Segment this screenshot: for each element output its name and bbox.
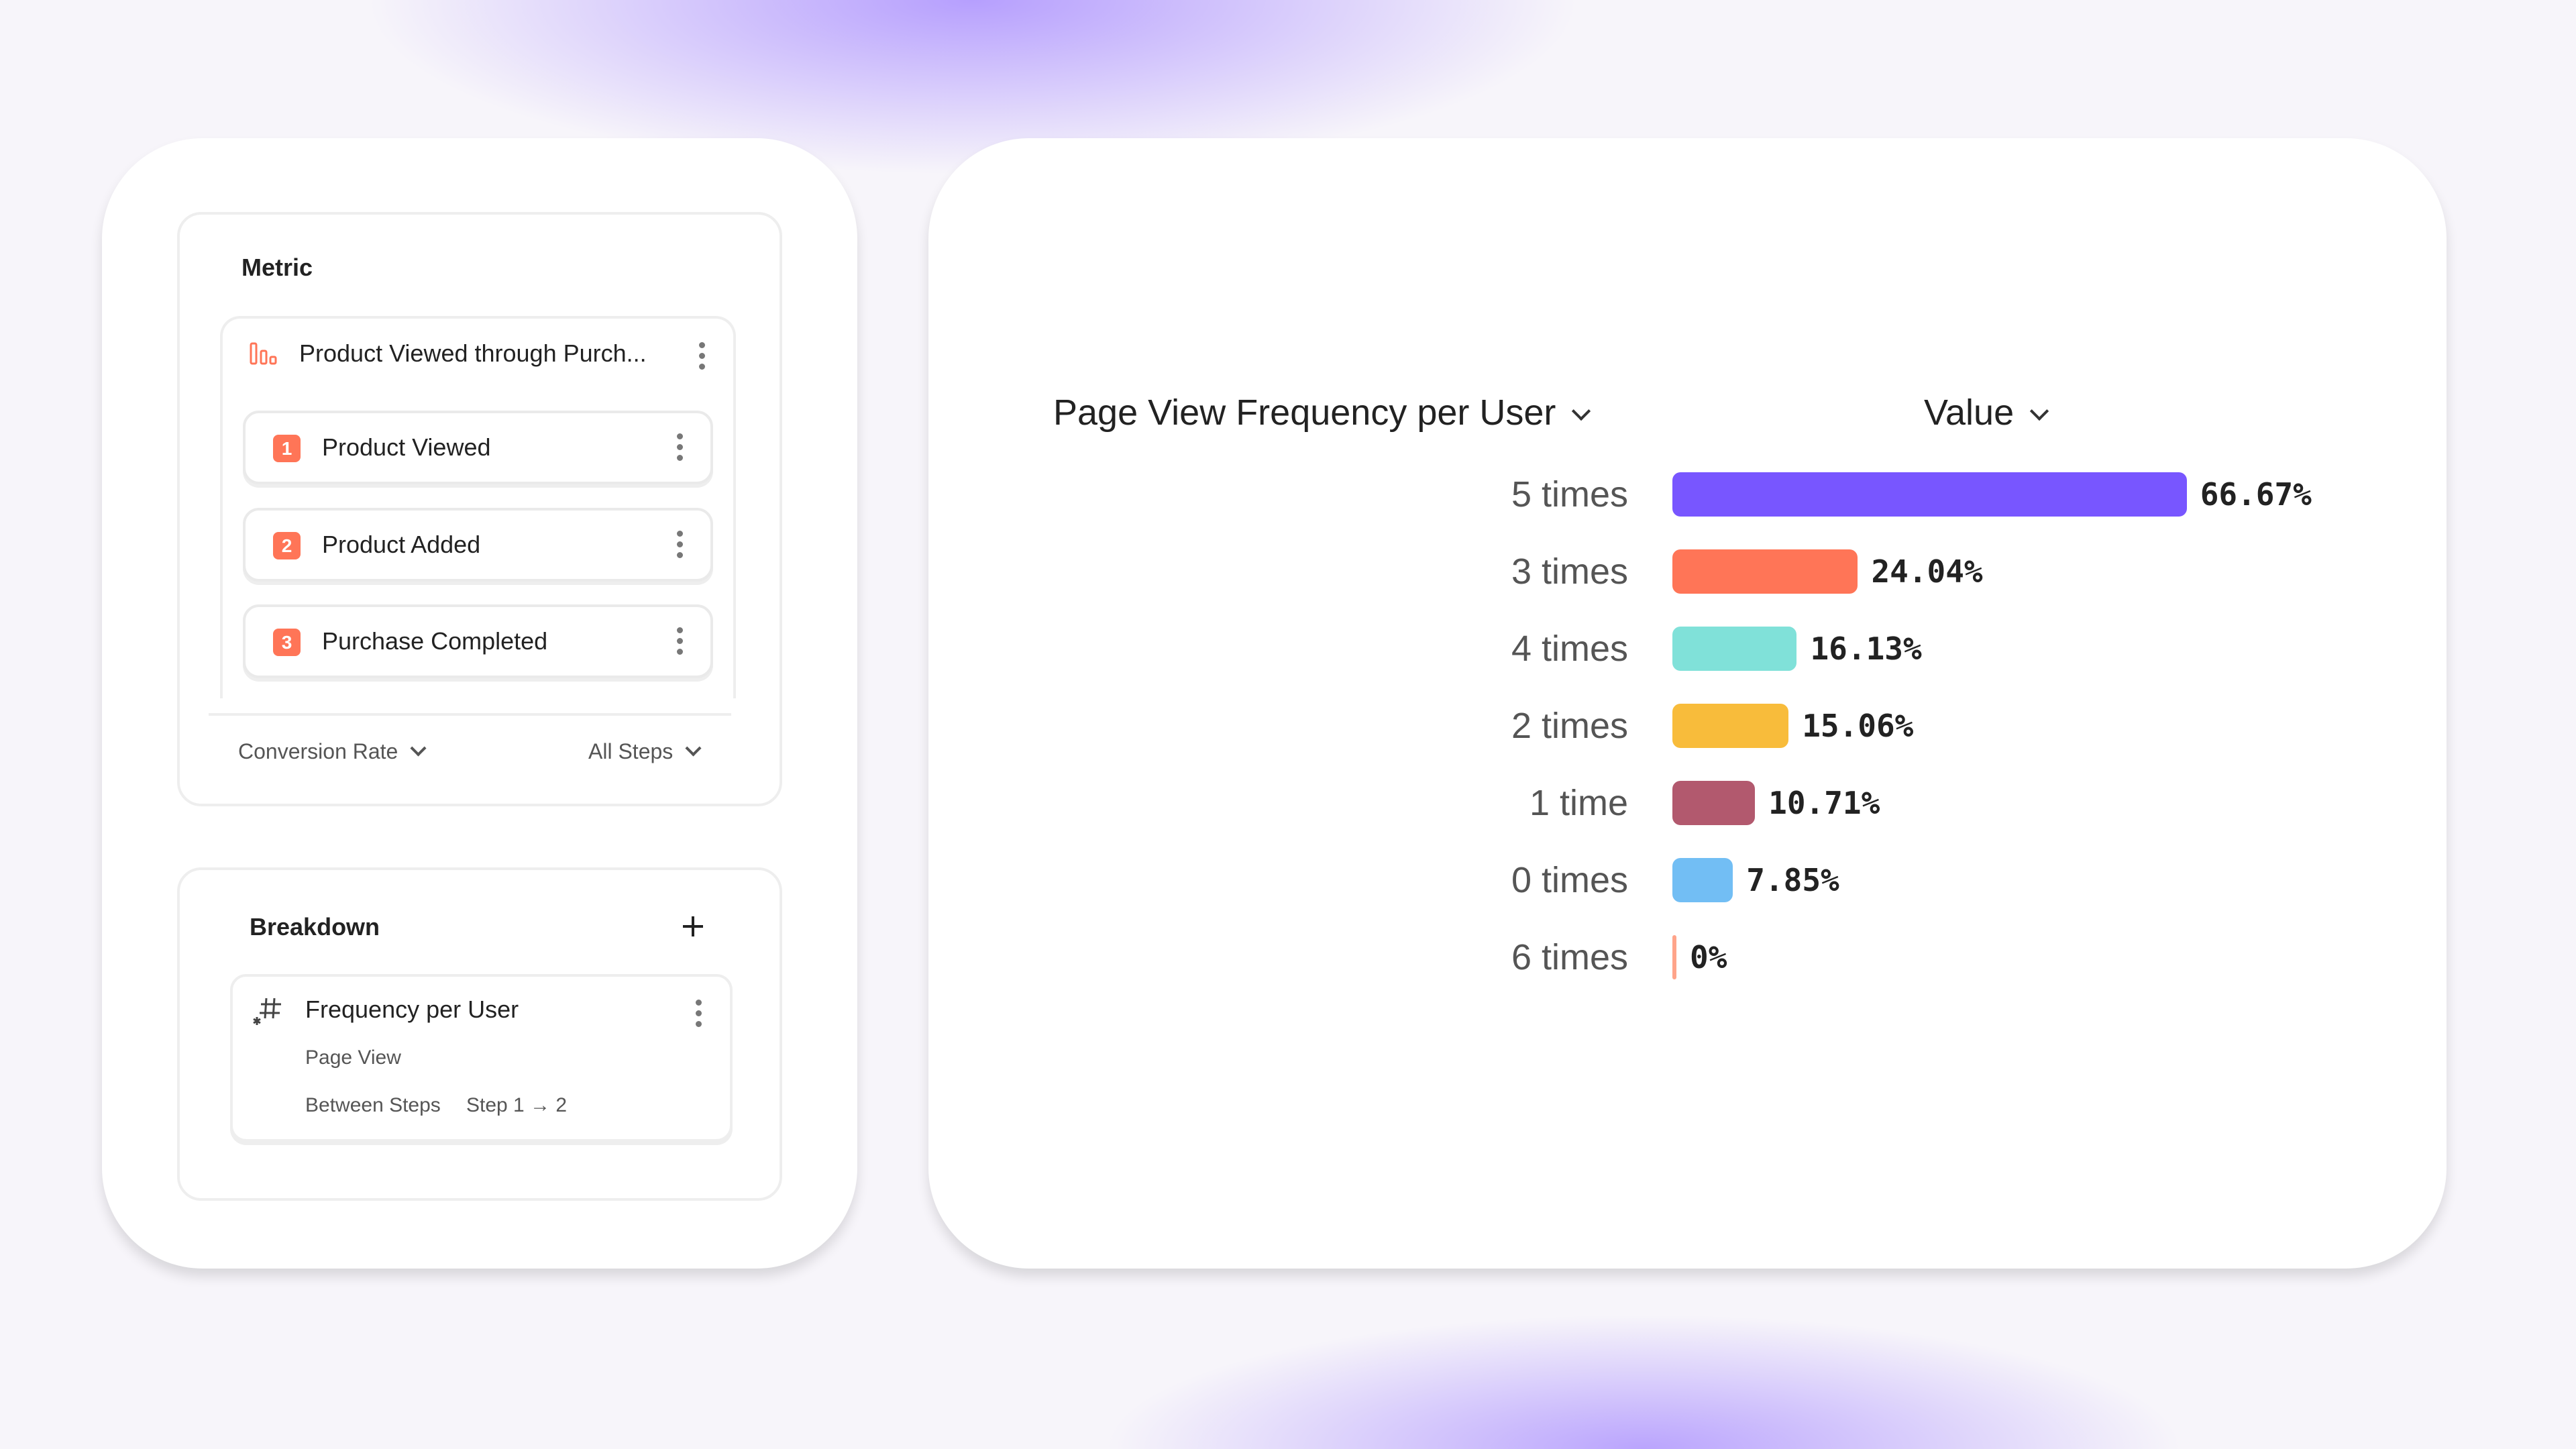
breakdown-event: Page View (305, 1046, 401, 1069)
measure-dropdown[interactable]: Conversion Rate (238, 739, 427, 764)
chevron-down-icon (410, 740, 427, 757)
step-number-badge: 1 (273, 435, 301, 462)
funnel-step-1[interactable]: 1 Product Viewed (243, 411, 713, 484)
metric-heading: Metric (241, 254, 313, 281)
measure-dropdown-label: Conversion Rate (238, 739, 398, 763)
bar[interactable] (1672, 549, 1858, 594)
value-label: 16.13% (1810, 631, 1922, 667)
chevron-down-icon (2029, 401, 2049, 421)
add-breakdown-button[interactable] (681, 914, 705, 938)
funnel-chart-icon (250, 342, 279, 365)
dimension-dropdown[interactable]: Page View Frequency per User (1053, 392, 1591, 433)
numeric-hash-icon (253, 996, 284, 1026)
steps-dropdown-label: All Steps (588, 739, 674, 763)
category-label: 6 times (1511, 937, 1628, 977)
step-number-badge: 2 (273, 532, 301, 559)
funnel-step-2[interactable]: 2 Product Added (243, 508, 713, 582)
category-label: 0 times (1511, 860, 1628, 900)
category-label: 4 times (1511, 629, 1628, 669)
dimension-dropdown-label: Page View Frequency per User (1053, 392, 1556, 433)
bar[interactable] (1672, 472, 2187, 517)
breakdown-item-title: Frequency per User (305, 996, 519, 1023)
bar[interactable] (1672, 781, 1756, 825)
breakdown-heading: Breakdown (250, 913, 380, 941)
step-label: Product Viewed (322, 433, 491, 461)
funnel-step-3[interactable]: 3 Purchase Completed (243, 604, 713, 678)
divider (209, 713, 731, 716)
value-label: 7.85% (1746, 862, 1839, 898)
step-label: Purchase Completed (322, 627, 548, 655)
breakdown-more-icon[interactable] (695, 1000, 702, 1027)
category-label: 1 time (1529, 783, 1628, 823)
funnel-name[interactable]: Product Viewed through Purch... (299, 339, 647, 367)
value-dropdown-label: Value (1924, 392, 2015, 433)
step-more-icon[interactable] (676, 627, 683, 655)
steps-dropdown[interactable]: All Steps (588, 739, 702, 764)
step-label: Product Added (322, 531, 481, 558)
bar[interactable] (1672, 627, 1797, 671)
value-label: 24.04% (1871, 553, 1983, 590)
value-label: 0% (1690, 939, 1727, 975)
value-label: 15.06% (1802, 708, 1914, 744)
category-label: 5 times (1511, 474, 1628, 515)
step-more-icon[interactable] (676, 531, 683, 558)
value-dropdown[interactable]: Value (1924, 392, 2049, 433)
bar[interactable] (1672, 935, 1676, 979)
bar[interactable] (1672, 704, 1789, 748)
bar[interactable] (1672, 858, 1733, 902)
chart-panel (928, 138, 2447, 1269)
step-number-badge: 3 (273, 629, 301, 656)
category-label: 3 times (1511, 551, 1628, 592)
breakdown-item[interactable] (230, 974, 733, 1142)
breakdown-scope-value[interactable]: Step 1 → 2 (466, 1094, 568, 1116)
step-more-icon[interactable] (676, 433, 683, 461)
chevron-down-icon (685, 740, 702, 757)
breakdown-scope-label: Between Steps (305, 1094, 441, 1116)
funnel-card (220, 316, 736, 698)
value-label: 10.71% (1768, 785, 1880, 821)
chevron-down-icon (1572, 401, 1591, 421)
value-label: 66.67% (2200, 476, 2312, 513)
funnel-more-icon[interactable] (698, 342, 705, 370)
category-label: 2 times (1511, 706, 1628, 746)
plus-icon (683, 916, 703, 936)
